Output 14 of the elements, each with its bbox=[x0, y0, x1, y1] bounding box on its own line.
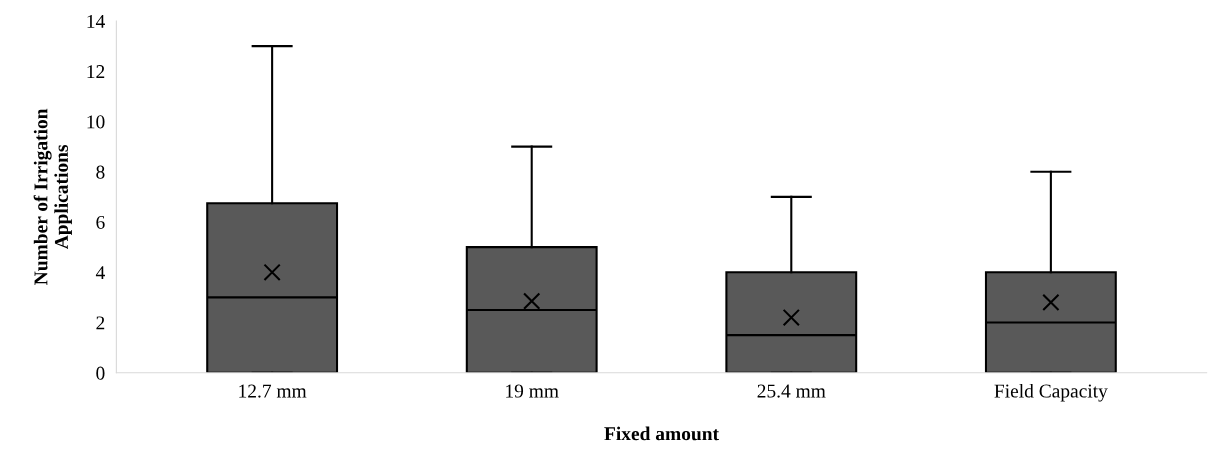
y-tick-label: 12 bbox=[87, 65, 105, 78]
y-tick-label: 2 bbox=[96, 316, 105, 330]
y-tick-label: 14 bbox=[87, 14, 105, 28]
y-axis-title: Number of Irrigation Applications bbox=[33, 108, 72, 285]
y-tick-label: 8 bbox=[96, 165, 105, 179]
x-tick-label: 12.7 mm bbox=[239, 384, 307, 398]
y-tick-label: 0 bbox=[96, 366, 105, 380]
x-tick-label: 19 mm bbox=[506, 384, 559, 398]
x-tick-label: 25.4 mm bbox=[757, 384, 826, 398]
y-tick-label: 10 bbox=[87, 115, 105, 129]
y-tick-label: 4 bbox=[95, 266, 105, 280]
y-tick-label: 6 bbox=[96, 215, 105, 229]
x-axis-title: Fixed amount bbox=[604, 426, 719, 441]
x-tick-label: Field Capacity bbox=[994, 383, 1108, 402]
